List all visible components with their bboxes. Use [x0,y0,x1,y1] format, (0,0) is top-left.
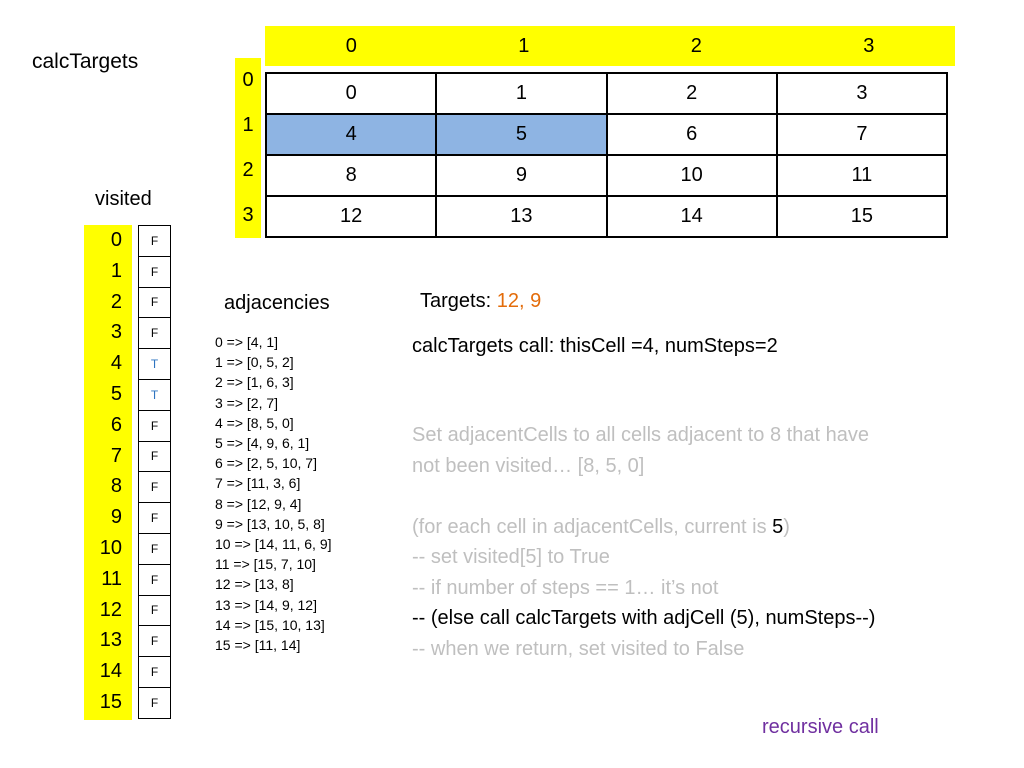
call-line: calcTargets call: thisCell =4, numSteps=… [412,335,778,357]
visited-cell: F [139,288,170,319]
grid-cell: 15 [777,197,948,238]
adjacencies-label: adjacencies [224,292,330,314]
visited-index: 9 [110,506,122,529]
visited-cell: F [150,696,159,711]
visited-index-column: 0 1 2 3 4 5 6 7 8 9 10 11 12 13 14 15 [84,225,132,720]
targets-line: Targets: 12, 9 [420,290,541,313]
visited-cell: T [139,349,170,380]
desc-line-6: -- (else call calcTargets with adjCell (… [412,607,876,629]
visited-cell: F [139,503,170,534]
grid-cell: 5 [437,115,608,156]
visited-index: 13 [99,629,122,652]
visited-index: 7 [110,444,122,467]
visited-cell: F [139,472,170,504]
visited-index: 1 [110,259,122,282]
grid-cell: 0 [267,74,438,115]
desc-line-4: -- set visited[5] to True [412,546,610,568]
grid-cell: 8 [267,156,438,197]
desc-line-3c: ) [783,515,790,538]
grid-board: 0 1 2 3 4 5 6 7 8 9 10 11 12 13 14 15 [265,72,948,238]
visited-index: 6 [110,413,122,436]
row-header-0: 0 [242,69,254,91]
adjacencies-list: 0 => [4, 1] 1 => [0, 5, 2] 2 => [1, 6, 3] 3… [215,332,332,655]
desc-line-7: -- when we return, set visited to False [412,637,745,660]
adjacency-item: 7 => [11, 3, 6] [215,475,301,492]
visited-cell: F [139,626,170,658]
desc-line-3: (for each cell in adjacentCells, current… [412,512,875,543]
grid-cell: 12 [267,197,438,238]
adjacency-item: 12 => [13, 8] [215,576,294,593]
grid-cell: 11 [777,156,948,197]
adjacency-item: 15 => [11, 14] [215,637,301,654]
column-header-0: 0 [345,34,357,57]
grid-cell: 9 [437,156,608,197]
current-cell: 5 [772,515,784,538]
visited-cell: F [139,411,170,442]
desc-line-2: not been visited… [8, 5, 0] [412,454,645,477]
adjacency-item: 2 => [1, 6, 3] [215,374,294,391]
grid-cell: 7 [777,115,948,156]
visited-cell: F [139,318,170,350]
page-title: calcTargets [32,50,139,73]
visited-index: 14 [99,660,122,683]
grid-cell: 2 [607,74,778,115]
row-header-2: 2 [242,159,254,181]
grid-cell: 1 [437,74,608,115]
grid-cell: 3 [777,74,948,115]
visited-cell: F [139,442,170,473]
desc-blank [412,481,875,512]
adjacency-item: 9 => [13, 10, 5, 8] [215,515,325,532]
visited-label: visited [95,188,152,210]
adjacency-item: 13 => [14, 9, 12] [215,596,317,613]
visited-index: 5 [110,383,122,405]
visited-index: 0 [110,229,122,251]
description: Set adjacentCells to all cells adjacent … [412,420,875,664]
grid-cell: 13 [437,197,608,238]
visited-index: 4 [110,352,122,375]
visited-cell: F [139,534,170,565]
adjacency-item: 5 => [4, 9, 6, 1] [215,435,310,452]
visited-index: 12 [99,598,122,621]
row-header: 0 1 2 3 [235,58,261,238]
visited-cell: F [139,596,170,627]
adjacency-item: 4 => [8, 5, 0] [215,414,294,431]
grid-cell: 4 [267,115,438,156]
visited-index: 8 [110,475,122,498]
grid-cell: 6 [607,115,778,156]
visited-index: 10 [99,537,122,559]
adjacency-item: 0 => [4, 1] [215,334,279,350]
row-header-1: 1 [242,114,254,136]
recursive-call-note: recursive call [762,716,879,738]
desc-line-5: -- if number of steps == 1… it’s not [412,576,719,599]
row-header-3: 3 [242,204,254,226]
grid-cell: 14 [607,197,778,238]
adjacency-item: 14 => [15, 10, 13] [215,616,325,633]
targets-label: Targets: [420,290,497,312]
adjacency-item: 8 => [12, 9, 4] [215,495,302,512]
visited-cell: F [139,565,170,596]
targets-values: 12, 9 [496,290,542,312]
desc-line-1: Set adjacentCells to all cells adjacent … [412,424,869,446]
column-header-3: 3 [863,34,875,57]
adjacency-item: 6 => [2, 5, 10, 7] [215,455,317,472]
grid-cell: 10 [607,156,778,197]
desc-line-3a: (for each cell in adjacentCells, current… [412,515,773,538]
visited-cell: F [139,226,170,257]
visited-cell: F [139,657,170,688]
adjacency-item: 3 => [2, 7] [215,394,279,411]
visited-index: 2 [110,290,122,313]
adjacency-item: 1 => [0, 5, 2] [215,354,294,371]
visited-cell: F [139,257,170,288]
visited-cell: T [139,380,170,411]
column-header: 0 1 2 3 [265,26,955,66]
visited-index: 15 [99,691,122,713]
column-header-2: 2 [690,34,702,57]
column-header-1: 1 [518,34,530,57]
adjacency-item: 10 => [14, 11, 6, 9] [215,536,332,553]
visited-index: 11 [101,567,122,590]
adjacency-item: 11 => [15, 7, 10] [215,556,316,573]
visited-index: 3 [110,321,122,344]
